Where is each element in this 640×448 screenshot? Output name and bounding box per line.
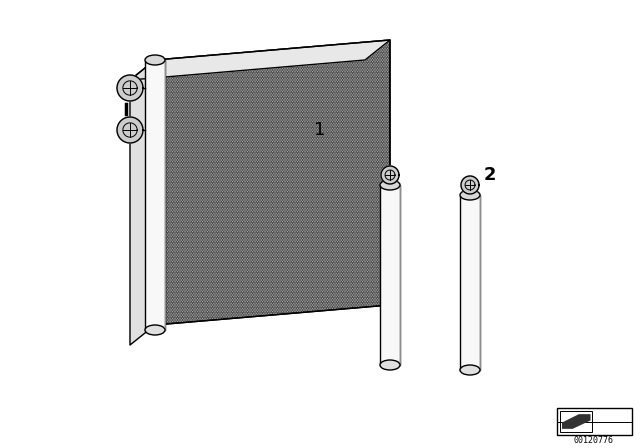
- Text: 1: 1: [314, 121, 326, 139]
- Bar: [560, 411, 591, 432]
- Ellipse shape: [145, 325, 165, 335]
- Polygon shape: [130, 40, 390, 80]
- Polygon shape: [130, 60, 155, 345]
- Polygon shape: [381, 166, 399, 184]
- Bar: [460, 195, 480, 370]
- Polygon shape: [117, 75, 143, 101]
- Ellipse shape: [460, 190, 480, 200]
- Ellipse shape: [145, 55, 165, 65]
- Polygon shape: [562, 414, 591, 429]
- Text: 2: 2: [484, 166, 496, 184]
- Text: 00120776: 00120776: [574, 435, 614, 444]
- Ellipse shape: [380, 360, 400, 370]
- Ellipse shape: [380, 180, 400, 190]
- Polygon shape: [461, 176, 479, 194]
- Polygon shape: [117, 117, 143, 143]
- Bar: [145, 60, 165, 330]
- Polygon shape: [155, 40, 390, 325]
- Ellipse shape: [460, 365, 480, 375]
- Bar: [557, 408, 632, 435]
- Bar: [380, 185, 400, 365]
